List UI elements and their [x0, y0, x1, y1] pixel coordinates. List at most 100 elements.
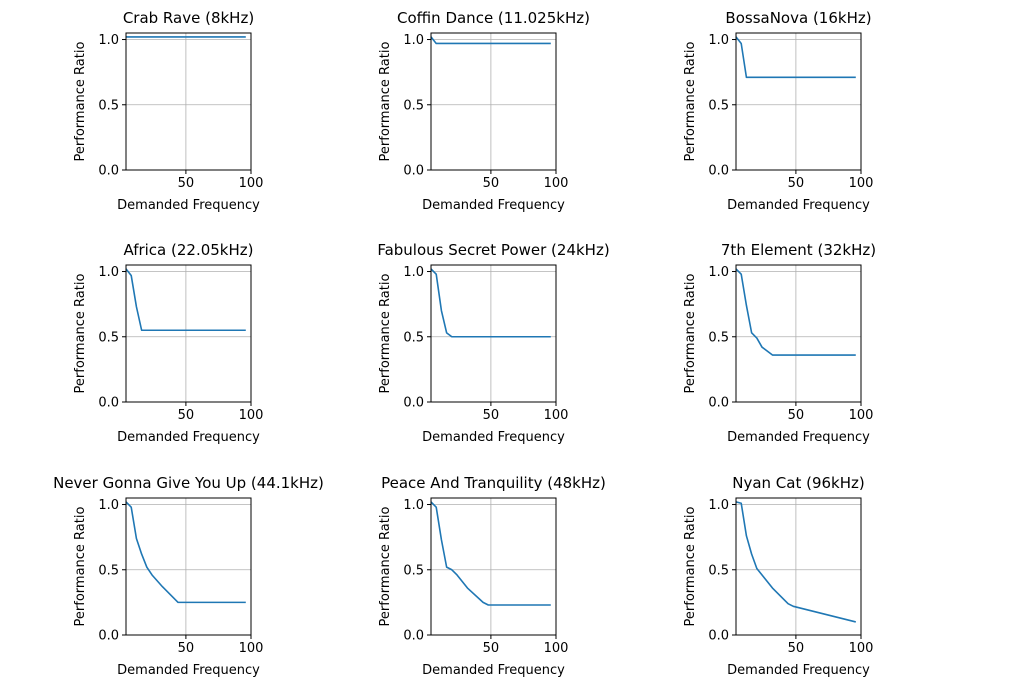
y-axis-label: Performance Ratio	[73, 274, 88, 394]
x-tick-label: 100	[544, 641, 569, 656]
subplot-2: 50 100 0.0 0.5 1.0 Coffin Dance (11.025kHz) De…	[378, 9, 590, 213]
subplot-title: 7th Element (32kHz)	[721, 241, 876, 259]
axes-frame	[735, 32, 862, 171]
y-tick-label: 1.0	[403, 265, 424, 280]
subplot-title: Coffin Dance (11.025kHz)	[397, 9, 590, 27]
y-axis-label: Performance Ratio	[683, 507, 698, 627]
axes-frame	[125, 497, 252, 636]
y-tick-label: 0.0	[98, 164, 119, 179]
y-tick-label: 0.0	[708, 396, 729, 411]
x-tick-label: 100	[849, 408, 874, 423]
subplot-title: Africa (22.05kHz)	[123, 241, 253, 259]
x-axis-label: Demanded Frequency	[422, 430, 565, 445]
x-tick-label: 50	[178, 641, 195, 656]
subplot-title: BossaNova (16kHz)	[725, 9, 871, 27]
subplot-title: Peace And Tranquility (48kHz)	[381, 474, 606, 492]
x-axis-label: Demanded Frequency	[117, 198, 260, 213]
axes-frame	[735, 497, 862, 636]
x-tick-label: 100	[239, 408, 264, 423]
x-tick-label: 50	[788, 641, 805, 656]
y-tick-label: 0.0	[403, 629, 424, 644]
y-tick-label: 0.0	[98, 629, 119, 644]
x-axis-label: Demanded Frequency	[117, 430, 260, 445]
x-axis-label: Demanded Frequency	[727, 198, 870, 213]
y-tick-label: 1.0	[708, 33, 729, 48]
axes-frame	[430, 32, 557, 171]
x-tick-label: 50	[788, 408, 805, 423]
x-axis-label: Demanded Frequency	[422, 198, 565, 213]
x-axis-label: Demanded Frequency	[422, 663, 565, 678]
subplot-5: 50 100 0.0 0.5 1.0 Fabulous Secret Power (24k…	[377, 241, 609, 445]
axes-frame	[125, 32, 252, 171]
subplot-title: Crab Rave (8kHz)	[123, 9, 254, 27]
y-tick-label: 0.0	[403, 164, 424, 179]
y-tick-label: 0.5	[98, 98, 119, 113]
axes-frame	[125, 264, 252, 403]
y-tick-label: 0.5	[98, 330, 119, 345]
y-tick-label: 0.0	[708, 164, 729, 179]
subplot-1: 50 100 0.0 0.5 1.0 Crab Rave (8kHz) Demanded F…	[73, 9, 263, 213]
y-tick-label: 0.5	[403, 563, 424, 578]
subplot-title: Fabulous Secret Power (24kHz)	[377, 241, 609, 259]
x-tick-label: 100	[544, 176, 569, 191]
subplot-8: 50 100 0.0 0.5 1.0 Peace And Tranquility (48k…	[378, 474, 606, 678]
x-axis-label: Demanded Frequency	[727, 430, 870, 445]
axes-frame	[735, 264, 862, 403]
x-tick-label: 100	[544, 408, 569, 423]
x-tick-label: 100	[239, 176, 264, 191]
y-tick-label: 0.5	[403, 98, 424, 113]
x-tick-label: 50	[178, 176, 195, 191]
y-tick-label: 1.0	[98, 498, 119, 513]
x-tick-label: 50	[483, 176, 500, 191]
y-tick-label: 1.0	[403, 498, 424, 513]
y-tick-label: 0.5	[403, 330, 424, 345]
y-axis-label: Performance Ratio	[73, 42, 88, 162]
subplot-7: 50 100 0.0 0.5 1.0 Never Gonna Give You Up (4…	[53, 474, 324, 678]
y-tick-label: 0.5	[708, 98, 729, 113]
y-tick-label: 0.5	[708, 563, 729, 578]
y-tick-label: 0.5	[708, 330, 729, 345]
y-axis-label: Performance Ratio	[683, 274, 698, 394]
y-axis-label: Performance Ratio	[378, 42, 393, 162]
x-tick-label: 100	[849, 176, 874, 191]
series-line	[125, 501, 246, 604]
y-axis-label: Performance Ratio	[73, 507, 88, 627]
x-tick-label: 50	[483, 641, 500, 656]
y-tick-label: 0.0	[708, 629, 729, 644]
y-tick-label: 1.0	[708, 265, 729, 280]
series-line	[430, 36, 551, 45]
x-tick-label: 100	[239, 641, 264, 656]
y-tick-label: 0.0	[98, 396, 119, 411]
x-tick-label: 100	[849, 641, 874, 656]
series-line	[430, 268, 551, 338]
y-tick-label: 0.5	[98, 563, 119, 578]
subplot-4: 50 100 0.0 0.5 1.0 Africa (22.05kHz) Demanded …	[73, 241, 263, 445]
y-tick-label: 1.0	[708, 498, 729, 513]
y-tick-label: 1.0	[403, 33, 424, 48]
series-line	[125, 268, 246, 332]
subplot-title: Nyan Cat (96kHz)	[732, 474, 865, 492]
series-line	[735, 36, 856, 79]
series-line	[735, 501, 856, 623]
x-axis-label: Demanded Frequency	[727, 663, 870, 678]
series-line	[735, 268, 856, 356]
subplot-title: Never Gonna Give You Up (44.1kHz)	[53, 474, 324, 492]
y-tick-label: 1.0	[98, 265, 119, 280]
subplot-6: 50 100 0.0 0.5 1.0 7th Element (32kHz) Demande…	[683, 241, 876, 445]
series-line	[430, 501, 551, 606]
x-tick-label: 50	[178, 408, 195, 423]
x-tick-label: 50	[788, 176, 805, 191]
y-axis-label: Performance Ratio	[378, 274, 393, 394]
x-axis-label: Demanded Frequency	[117, 663, 260, 678]
y-axis-label: Performance Ratio	[378, 507, 393, 627]
y-tick-label: 0.0	[403, 396, 424, 411]
subplot-3: 50 100 0.0 0.5 1.0 BossaNova (16kHz) Demanded …	[683, 9, 873, 213]
y-axis-label: Performance Ratio	[683, 42, 698, 162]
y-tick-label: 1.0	[98, 33, 119, 48]
axes-frame	[430, 264, 557, 403]
x-tick-label: 50	[483, 408, 500, 423]
axes-frame	[430, 497, 557, 636]
